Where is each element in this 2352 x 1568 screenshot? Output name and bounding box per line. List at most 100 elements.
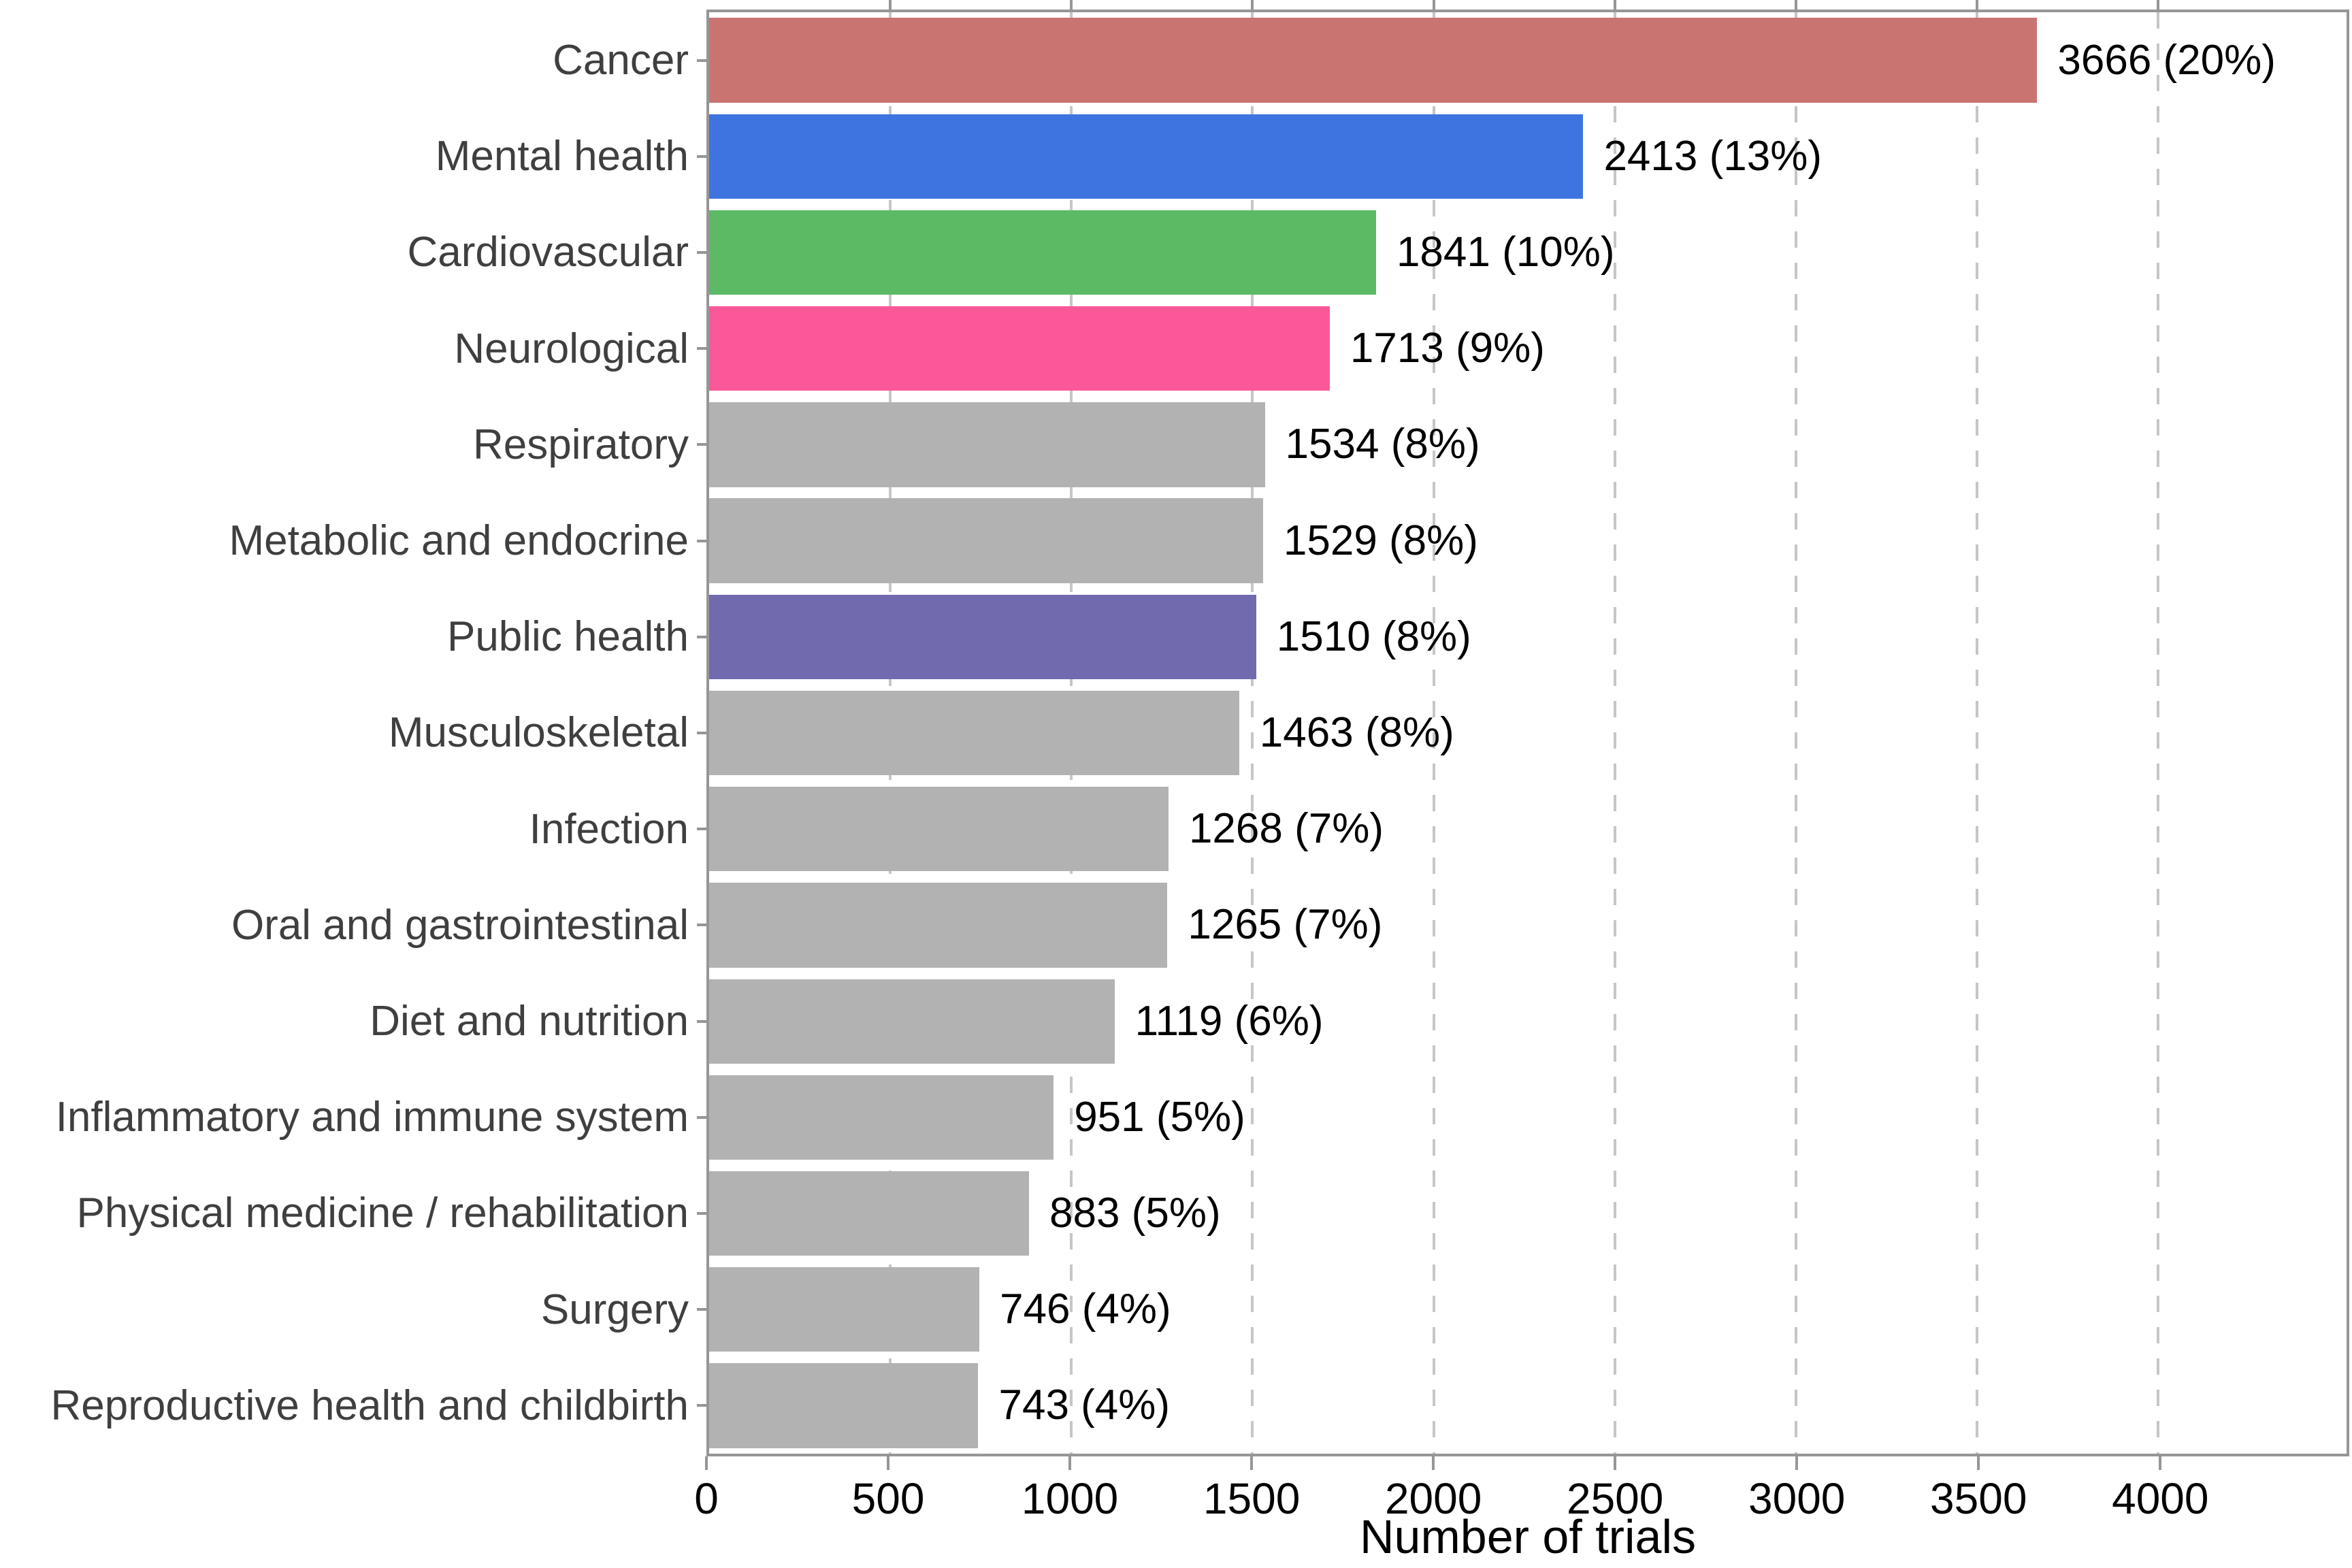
bar-row: Physical medicine / rehabilitation 883 (… — [77, 1165, 2347, 1261]
y-axis-tick — [697, 1115, 708, 1119]
gridline — [1794, 12, 1797, 1454]
gridline — [1251, 12, 1254, 1454]
value-label: 3666 (20%) — [2057, 36, 2276, 84]
y-axis-tick — [697, 1404, 708, 1407]
top-axis-tick — [1070, 0, 1073, 10]
value-label: 1510 (8%) — [1276, 612, 1471, 660]
gridline — [1432, 12, 1435, 1454]
bar-row: Musculoskeletal 1463 (8%) — [389, 685, 2347, 781]
x-tick-label: 500 — [851, 1474, 925, 1523]
x-tick-label: 1000 — [1021, 1474, 1119, 1523]
x-axis-tick — [1250, 1456, 1254, 1470]
y-axis-tick — [697, 443, 708, 446]
x-axis-tick — [1068, 1456, 1072, 1470]
gridline — [2157, 12, 2160, 1454]
x-tick-label: 2000 — [1384, 1474, 1482, 1523]
bar — [709, 883, 1168, 968]
x-tick-label: 3500 — [1930, 1474, 2027, 1523]
category-label: Oral and gastrointestinal — [231, 901, 689, 949]
y-axis-tick — [697, 732, 708, 735]
category-label: Physical medicine / rehabilitation — [76, 1190, 689, 1237]
gridline — [1976, 12, 1979, 1454]
x-axis-tick — [887, 1456, 890, 1470]
x-axis: 0 500 1000 1500 2000 2500 3000 3500 4000 — [694, 1456, 2349, 1538]
value-label: 1463 (8%) — [1259, 709, 1454, 757]
value-label: 951 (5%) — [1074, 1093, 1245, 1141]
y-axis-tick — [697, 1308, 708, 1311]
x-tick-label: 1500 — [1203, 1474, 1301, 1523]
category-label: Infection — [529, 805, 689, 853]
bar — [709, 1171, 1030, 1256]
y-axis-tick — [697, 539, 708, 542]
x-axis-tick — [2159, 1456, 2162, 1470]
x-tick-label: 4000 — [2112, 1474, 2209, 1523]
bar — [709, 979, 1115, 1064]
bar — [709, 498, 1263, 583]
bar — [709, 114, 1584, 199]
bars-area: Cancer 3666 (20%) Mental health 2413 (13… — [51, 12, 2347, 1454]
bar-row: Infection 1268 (7%) — [529, 781, 2347, 877]
value-label: 1529 (8%) — [1283, 517, 1478, 564]
x-axis-tick — [1432, 1456, 1435, 1470]
x-tick-label: 3000 — [1748, 1474, 1846, 1523]
category-label: Musculoskeletal — [388, 709, 689, 757]
value-label: 743 (4%) — [998, 1382, 1171, 1429]
bar-row: Respiratory 1534 (8%) — [473, 397, 2347, 493]
y-axis-tick — [697, 347, 708, 350]
value-label: 1534 (8%) — [1285, 421, 1480, 468]
x-tick-label: 2500 — [1566, 1474, 1664, 1523]
value-label: 883 (5%) — [1049, 1190, 1221, 1237]
bar-row: Cardiovascular 1841 (10%) — [407, 204, 2347, 300]
category-label: Inflammatory and immune system — [55, 1094, 689, 1141]
bar — [709, 690, 1239, 776]
bar — [709, 787, 1169, 872]
x-axis-tick — [1795, 1456, 1799, 1470]
value-label: 1268 (7%) — [1188, 805, 1384, 853]
y-axis-tick — [697, 1212, 708, 1215]
bar-row: Neurological 1713 (9%) — [454, 301, 2347, 397]
top-axis-tick — [1976, 0, 1979, 10]
top-axis-tick — [1794, 0, 1797, 10]
category-label: Mental health — [435, 133, 689, 180]
category-label: Cardiovascular — [407, 229, 689, 276]
bar — [709, 18, 2038, 103]
category-label: Reproductive health and childbirth — [50, 1382, 689, 1429]
bar-row: Public health 1510 (8%) — [447, 589, 2347, 685]
category-label: Metabolic and endocrine — [229, 517, 689, 565]
bar-row: Inflammatory and immune system 951 (5%) — [56, 1069, 2347, 1165]
bar-row: Reproductive health and childbirth 743 (… — [51, 1358, 2347, 1454]
value-label: 1841 (10%) — [1396, 229, 1615, 276]
bar — [709, 1075, 1054, 1160]
top-axis-tick — [889, 0, 892, 10]
value-label: 1265 (7%) — [1188, 901, 1383, 949]
y-axis-tick — [697, 924, 708, 927]
top-axis-tick — [1432, 0, 1435, 10]
bar-row: Diet and nutrition 1119 (6%) — [370, 973, 2347, 1069]
category-label: Surgery — [540, 1286, 689, 1333]
bar — [709, 402, 1265, 487]
x-axis-tick — [705, 1456, 708, 1470]
top-axis-tick — [1613, 0, 1616, 10]
bar — [709, 594, 1256, 679]
bar — [709, 1267, 980, 1352]
top-axis-tick — [1251, 0, 1254, 10]
category-label: Diet and nutrition — [370, 998, 689, 1045]
x-axis-tick — [1614, 1456, 1617, 1470]
x-axis-title: Number of trials — [1359, 1510, 1697, 1563]
y-axis-tick — [697, 828, 708, 831]
y-axis-tick — [697, 1019, 708, 1023]
y-axis-tick — [697, 635, 708, 638]
category-label: Respiratory — [473, 421, 689, 468]
y-axis-tick — [697, 59, 708, 62]
bar-row: Surgery 746 (4%) — [541, 1262, 2347, 1358]
bar-row: Metabolic and endocrine 1529 (8%) — [229, 493, 2347, 589]
value-label: 1713 (9%) — [1350, 325, 1545, 372]
gridline — [1613, 12, 1616, 1454]
bar — [709, 306, 1330, 391]
category-label: Neurological — [454, 325, 689, 372]
value-label: 2413 (13%) — [1603, 132, 1822, 180]
y-axis-tick — [697, 154, 708, 158]
bar-row: Cancer 3666 (20%) — [553, 12, 2347, 108]
y-axis-tick — [697, 251, 708, 254]
